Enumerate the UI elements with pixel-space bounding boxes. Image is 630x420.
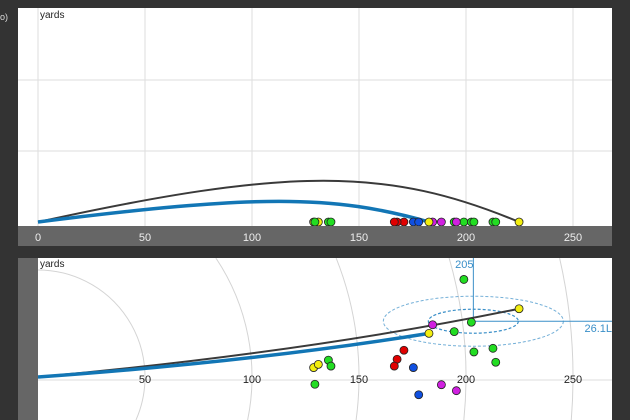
shot-point-side-purple[interactable] (451, 217, 461, 226)
shot-point-top-green[interactable] (326, 361, 336, 371)
top-x-tick: 150 (350, 374, 368, 386)
shot-point-side-green[interactable] (459, 217, 469, 226)
side-view-plot (18, 8, 612, 226)
shot-point-top-red[interactable] (389, 361, 399, 371)
left-panel-fragment: o) (0, 12, 9, 22)
shot-point-top-purple[interactable] (436, 380, 446, 390)
distance-arc (559, 258, 574, 420)
top-x-tick: 50 (139, 374, 151, 386)
shot-point-top-green[interactable] (310, 379, 320, 389)
shot-point-side-green[interactable] (469, 217, 479, 226)
top-view-plot (38, 258, 612, 420)
shot-point-side-red[interactable] (389, 217, 399, 226)
distance-arc (448, 258, 467, 420)
shot-point-side-green[interactable] (491, 217, 501, 226)
black-trajectory-side (37, 179, 520, 223)
target-lateral-label: 26.1L (584, 323, 612, 335)
top-x-tick: 200 (457, 374, 475, 386)
shot-point-top-purple[interactable] (428, 320, 438, 330)
top-x-tick: 100 (243, 374, 261, 386)
side-view-axis-bar (18, 226, 612, 246)
shot-point-top-green[interactable] (491, 357, 501, 367)
shot-point-top-green[interactable] (449, 327, 459, 337)
top-x-tick: 250 (564, 374, 582, 386)
side-x-tick: 50 (139, 232, 151, 244)
side-x-tick: 150 (350, 232, 368, 244)
side-x-tick: 200 (457, 232, 475, 244)
shot-point-top-yellow[interactable] (313, 359, 323, 369)
side-x-tick: 100 (243, 232, 261, 244)
shot-point-top-green[interactable] (466, 317, 476, 327)
distance-arc (38, 269, 146, 420)
shot-point-top-green[interactable] (488, 343, 498, 353)
blue-trajectory-top (38, 331, 430, 379)
shot-point-side-green[interactable] (326, 217, 336, 226)
shot-point-top-blue[interactable] (408, 363, 418, 372)
shot-point-top-green[interactable] (469, 347, 479, 357)
shot-point-side-purple[interactable] (436, 217, 446, 226)
shot-point-top-green[interactable] (459, 275, 469, 284)
shot-point-side-yellow[interactable] (514, 217, 524, 226)
blue-trajectory-side (37, 199, 430, 224)
side-view-unit-label: yards (40, 10, 64, 21)
top-view-side-strip (18, 258, 38, 420)
shot-point-side-yellow[interactable] (424, 217, 434, 226)
shot-point-top-yellow[interactable] (514, 304, 524, 314)
side-x-tick: 250 (564, 232, 582, 244)
distance-arc (215, 258, 253, 420)
shot-point-top-red[interactable] (399, 345, 409, 355)
shot-point-side-blue[interactable] (414, 217, 424, 226)
target-distance-label: 205 (455, 259, 473, 271)
side-x-tick: 0 (35, 232, 41, 244)
shot-point-side-green[interactable] (310, 217, 320, 226)
shot-point-top-blue[interactable] (414, 390, 424, 400)
shot-point-top-purple[interactable] (451, 386, 461, 396)
top-view-unit-label: yards (40, 259, 64, 270)
shot-point-top-yellow[interactable] (424, 328, 434, 338)
